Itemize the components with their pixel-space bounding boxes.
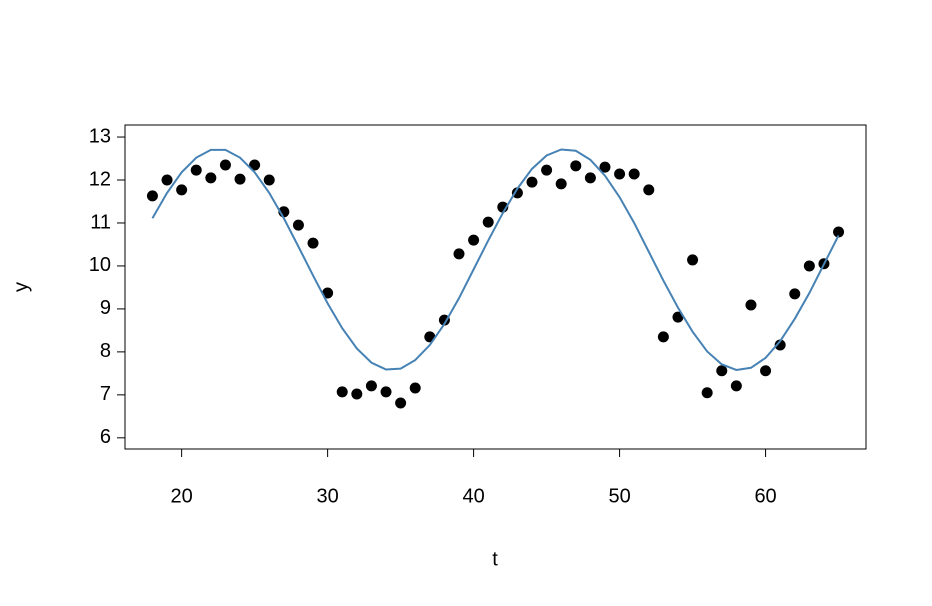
point [511, 187, 523, 199]
point [468, 234, 480, 246]
point [628, 168, 640, 180]
point [760, 365, 772, 377]
point [687, 254, 699, 266]
point [833, 226, 845, 238]
point [730, 380, 742, 392]
point [146, 190, 158, 202]
point [774, 339, 786, 351]
y-tick-label: 11 [90, 211, 111, 233]
point [555, 178, 567, 190]
point [395, 397, 407, 409]
y-tick-label: 6 [100, 426, 111, 448]
point [789, 288, 801, 300]
point [482, 216, 494, 228]
y-tick-label: 8 [100, 340, 111, 362]
point [745, 299, 757, 311]
point [205, 172, 217, 184]
point [219, 159, 231, 171]
point [453, 248, 465, 260]
y-tick-label: 9 [100, 297, 111, 319]
point [336, 386, 348, 398]
point [380, 386, 392, 398]
x-tick-label: 30 [316, 485, 338, 507]
point [599, 161, 611, 173]
point [672, 311, 684, 323]
y-tick-label: 10 [89, 254, 111, 276]
point [322, 287, 334, 299]
point [234, 173, 246, 185]
point [190, 164, 202, 176]
point [526, 176, 538, 188]
point [570, 160, 582, 172]
y-axis-label: y [10, 282, 32, 292]
point [701, 387, 713, 399]
x-tick-label: 20 [171, 485, 193, 507]
x-tick-label: 60 [754, 485, 776, 507]
point [657, 331, 669, 343]
point [292, 219, 304, 231]
point [643, 184, 655, 196]
y-tick-label: 12 [89, 168, 111, 190]
point [716, 365, 728, 377]
point [249, 159, 261, 171]
x-tick-label: 40 [462, 485, 484, 507]
plot-box [124, 124, 867, 450]
y-tick-label: 7 [100, 383, 111, 405]
point [409, 382, 421, 394]
point [365, 380, 377, 392]
point [307, 237, 319, 249]
x-tick-label: 50 [608, 485, 630, 507]
point [176, 184, 188, 196]
x-axis-label: t [492, 548, 498, 570]
point [803, 260, 815, 272]
point [161, 174, 173, 186]
point [351, 388, 363, 400]
y-tick-label: 13 [89, 125, 111, 147]
point [541, 164, 553, 176]
fit-line [151, 148, 840, 371]
point [584, 172, 596, 184]
point [614, 168, 626, 180]
point [263, 174, 275, 186]
